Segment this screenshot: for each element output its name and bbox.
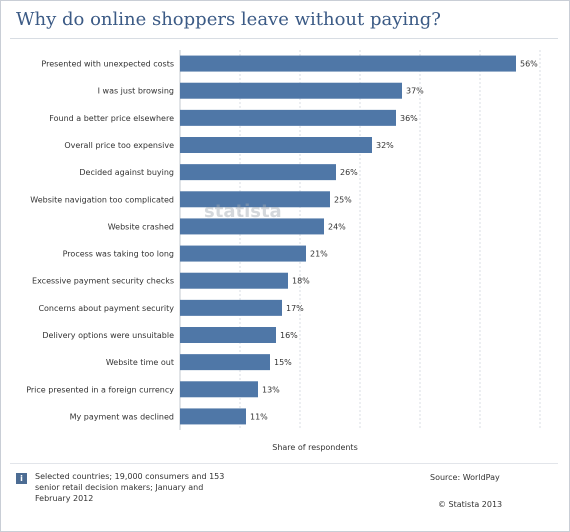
bars (180, 55, 516, 425)
value-label: 17% (286, 304, 304, 313)
category-label: Presented with unexpected costs (41, 60, 174, 69)
x-axis-title: Share of respondents (272, 443, 358, 452)
gridlines (179, 50, 541, 430)
category-label: Found a better price elsewhere (49, 114, 174, 123)
value-label: 24% (328, 222, 346, 231)
chart-title: Why do online shoppers leave without pay… (16, 9, 441, 30)
info-icon[interactable]: i (16, 473, 27, 484)
bar[interactable] (180, 109, 396, 126)
bar[interactable] (180, 245, 306, 262)
bar[interactable] (180, 299, 282, 316)
value-label: 37% (406, 87, 424, 96)
bar[interactable] (180, 82, 402, 99)
category-label: Delivery options were unsuitable (42, 331, 174, 340)
value-label: 16% (280, 331, 298, 340)
bar[interactable] (180, 381, 258, 398)
bar[interactable] (180, 408, 246, 425)
value-label: 13% (262, 385, 280, 394)
category-label: Process was taking too long (63, 250, 174, 259)
category-label: Website crashed (108, 222, 174, 231)
value-label: 36% (400, 114, 418, 123)
category-label: Website navigation too complicated (30, 195, 174, 204)
value-labels: 56% 37% 36% 32% 26% 25% 24% 21% 18% 17% 16% 15% 13% 1… (250, 60, 538, 422)
category-label: Concerns about payment security (38, 304, 174, 313)
bar[interactable] (180, 164, 336, 181)
footnote: Selected countries; 19,000 consumers and… (35, 472, 225, 503)
value-label: 56% (520, 60, 538, 69)
category-label: Overall price too expensive (64, 141, 174, 150)
copyright-text: © Statista 2013 (438, 500, 503, 509)
category-label: I was just browsing (98, 87, 174, 96)
value-label: 15% (274, 358, 292, 367)
source-text: Source: WorldPay (430, 473, 500, 482)
value-label: 25% (334, 195, 352, 204)
value-label: 11% (250, 412, 268, 421)
statista-watermark: statista (204, 201, 282, 222)
footer-divider (10, 463, 558, 464)
value-label: 18% (292, 277, 310, 286)
category-label: Price presented in a foreign currency (26, 385, 174, 394)
value-label: 26% (340, 168, 358, 177)
bar[interactable] (180, 218, 324, 235)
category-label: Decided against buying (79, 168, 174, 177)
bar[interactable] (180, 191, 330, 208)
bar[interactable] (180, 327, 276, 343)
bar[interactable] (180, 55, 516, 72)
bar[interactable] (180, 354, 270, 371)
bar[interactable] (180, 272, 288, 289)
value-label: 21% (310, 250, 328, 259)
category-label: My payment was declined (70, 412, 174, 421)
category-label: Website time out (106, 358, 174, 367)
value-label: 32% (376, 141, 394, 150)
bar[interactable] (180, 137, 372, 153)
category-label: Excessive payment security checks (32, 277, 174, 286)
title-divider (10, 38, 558, 39)
category-labels: Presented with unexpected costs I was jus… (26, 60, 174, 422)
